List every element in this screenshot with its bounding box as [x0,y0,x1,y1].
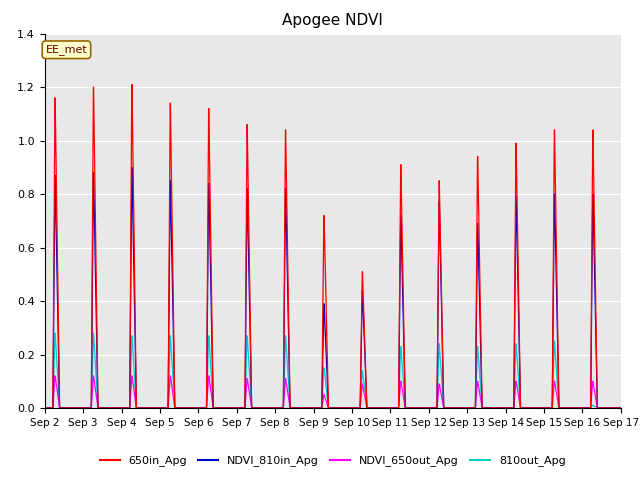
NDVI_810in_Apg [41,405,49,411]
NDVI_650out_Apg [617,405,625,411]
650in_Apg [287,405,294,411]
650in_Apg [617,405,625,411]
NDVI_650out_Apg [262,405,269,411]
NDVI_650out_Apg [287,405,294,411]
NDVI_650out_Apg [107,405,115,411]
NDVI_650out_Apg [51,373,59,379]
810out_Apg [262,405,269,411]
810out_Apg [51,330,59,336]
Legend: 650in_Apg, NDVI_810in_Apg, NDVI_650out_Apg, 810out_Apg: 650in_Apg, NDVI_810in_Apg, NDVI_650out_A… [95,451,570,471]
Line: NDVI_650out_Apg: NDVI_650out_Apg [45,376,621,408]
650in_Apg [107,405,115,411]
650in_Apg [41,405,49,411]
Line: 810out_Apg: 810out_Apg [45,333,621,408]
NDVI_810in_Apg [544,405,552,411]
810out_Apg [617,405,625,411]
Text: EE_met: EE_met [45,44,87,55]
810out_Apg [107,405,115,411]
650in_Apg [544,405,552,411]
NDVI_810in_Apg [606,405,614,411]
NDVI_650out_Apg [41,405,49,411]
NDVI_810in_Apg [141,405,148,411]
650in_Apg [128,82,136,87]
810out_Apg [606,405,614,411]
Title: Apogee NDVI: Apogee NDVI [282,13,383,28]
810out_Apg [41,405,49,411]
NDVI_810in_Apg [287,405,294,411]
NDVI_810in_Apg [262,405,269,411]
810out_Apg [544,405,552,411]
NDVI_810in_Apg [128,165,136,170]
650in_Apg [606,405,614,411]
810out_Apg [287,405,294,411]
650in_Apg [262,405,269,411]
NDVI_650out_Apg [141,405,148,411]
NDVI_650out_Apg [544,405,552,411]
Line: 650in_Apg: 650in_Apg [45,84,621,408]
650in_Apg [141,405,148,411]
810out_Apg [141,405,148,411]
NDVI_650out_Apg [606,405,614,411]
Line: NDVI_810in_Apg: NDVI_810in_Apg [45,168,621,408]
NDVI_810in_Apg [107,405,115,411]
NDVI_810in_Apg [617,405,625,411]
